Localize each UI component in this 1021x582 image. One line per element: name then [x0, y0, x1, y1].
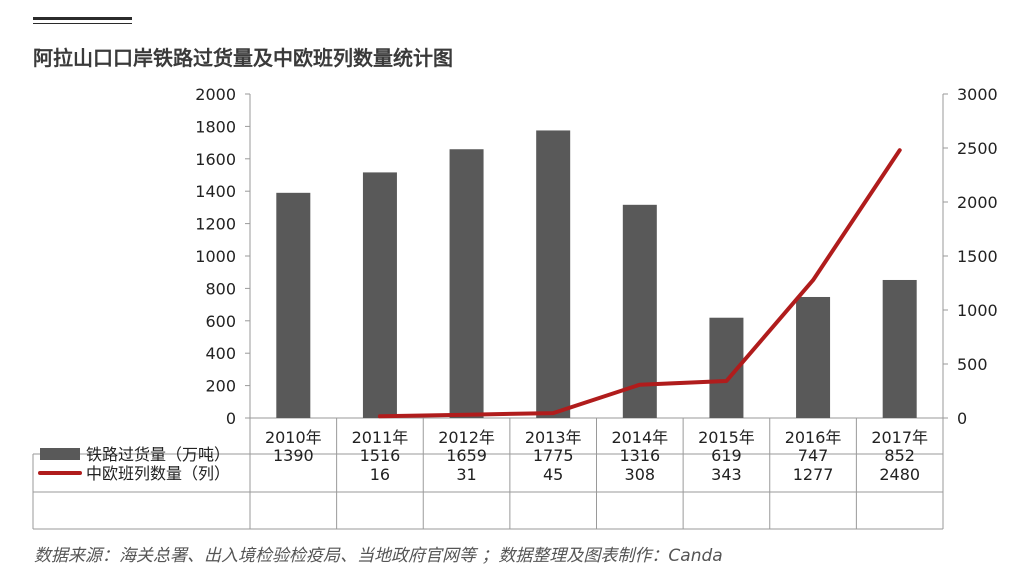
left-axis-tick-label: 1600: [195, 150, 236, 169]
left-axis-tick-label: 1800: [195, 117, 236, 136]
data-table-cell: 343: [711, 465, 742, 484]
data-table-cell: 16: [370, 465, 390, 484]
chart-title: 阿拉山口口岸铁路过货量及中欧班列数量统计图: [33, 46, 453, 70]
right-axis-tick-label: 2000: [957, 193, 998, 212]
legend-swatch-bar: [40, 448, 80, 460]
data-table-cell: 1516: [360, 446, 401, 465]
line-series: [377, 148, 902, 419]
data-table-cell: 2480: [879, 465, 920, 484]
source-note: 数据来源：海关总署、出入境检验检疫局、当地政府官网等 ；数据整理及图表制作：Ca…: [34, 546, 723, 566]
left-axis-tick-label: 1200: [195, 215, 236, 234]
axes: 0 200 400 600 800 1000 1200 1400 1600 1800 2000 0 50…: [195, 85, 997, 428]
x-axis-tick-label: 2016年: [785, 428, 842, 447]
bar: [276, 192, 311, 418]
data-table-cell: 1390: [273, 446, 314, 465]
data-table-cell: 1277: [793, 465, 834, 484]
x-axis-tick-label: 2017年: [871, 428, 928, 447]
data-table: 2010年 2011年 2012年 2013年 2014年 2015年 2016年 2017年…: [38, 428, 928, 484]
right-axis-tick-label: 1000: [957, 301, 998, 320]
right-axis-tick-label: 500: [957, 355, 988, 374]
x-axis-tick-label: 2013年: [525, 428, 582, 447]
right-axis-tick-label: 3000: [957, 85, 998, 104]
data-table-cell: 308: [625, 465, 656, 484]
data-table-cell: 1316: [619, 446, 660, 465]
right-axis-tick-label: 0: [957, 409, 967, 428]
left-axis-tick-label: 200: [205, 377, 236, 396]
left-axis-tick-label: 0: [226, 409, 236, 428]
bar: [796, 296, 831, 418]
right-axis-tick-label: 1500: [957, 247, 998, 266]
left-axis-tick-label: 600: [205, 312, 236, 331]
data-table-cell: 619: [711, 446, 742, 465]
x-axis-tick-label: 2010年: [265, 428, 322, 447]
right-axis-tick-label: 2500: [957, 139, 998, 158]
left-axis-tick-label: 800: [205, 279, 236, 298]
legend-label-bar: 铁路过货量（万吨）: [86, 445, 230, 464]
bar: [536, 130, 571, 418]
data-table-cell: 1659: [446, 446, 487, 465]
data-table-cell: 31: [456, 465, 476, 484]
left-axis-tick-label: 2000: [195, 85, 236, 104]
data-table-cell: 747: [798, 446, 829, 465]
title-rule-thin: [33, 23, 132, 24]
x-axis-tick-label: 2012年: [438, 428, 495, 447]
bar: [882, 279, 917, 418]
x-axis-tick-label: 2015年: [698, 428, 755, 447]
x-axis-tick-label: 2014年: [611, 428, 668, 447]
left-axis-tick-label: 1400: [195, 182, 236, 201]
title-rule-thick: [33, 17, 132, 20]
bar: [449, 149, 484, 418]
data-table-cell: 852: [884, 446, 915, 465]
left-axis-tick-label: 400: [205, 344, 236, 363]
x-axis-tick-label: 2011年: [352, 428, 409, 447]
data-table-cell: 1775: [533, 446, 574, 465]
legend-label-line: 中欧班列数量（列）: [86, 464, 230, 483]
bars: [276, 130, 917, 418]
left-axis-tick-label: 1000: [195, 247, 236, 266]
data-table-grid: [32, 418, 944, 530]
bar: [362, 172, 397, 418]
data-table-cell: 45: [543, 465, 563, 484]
